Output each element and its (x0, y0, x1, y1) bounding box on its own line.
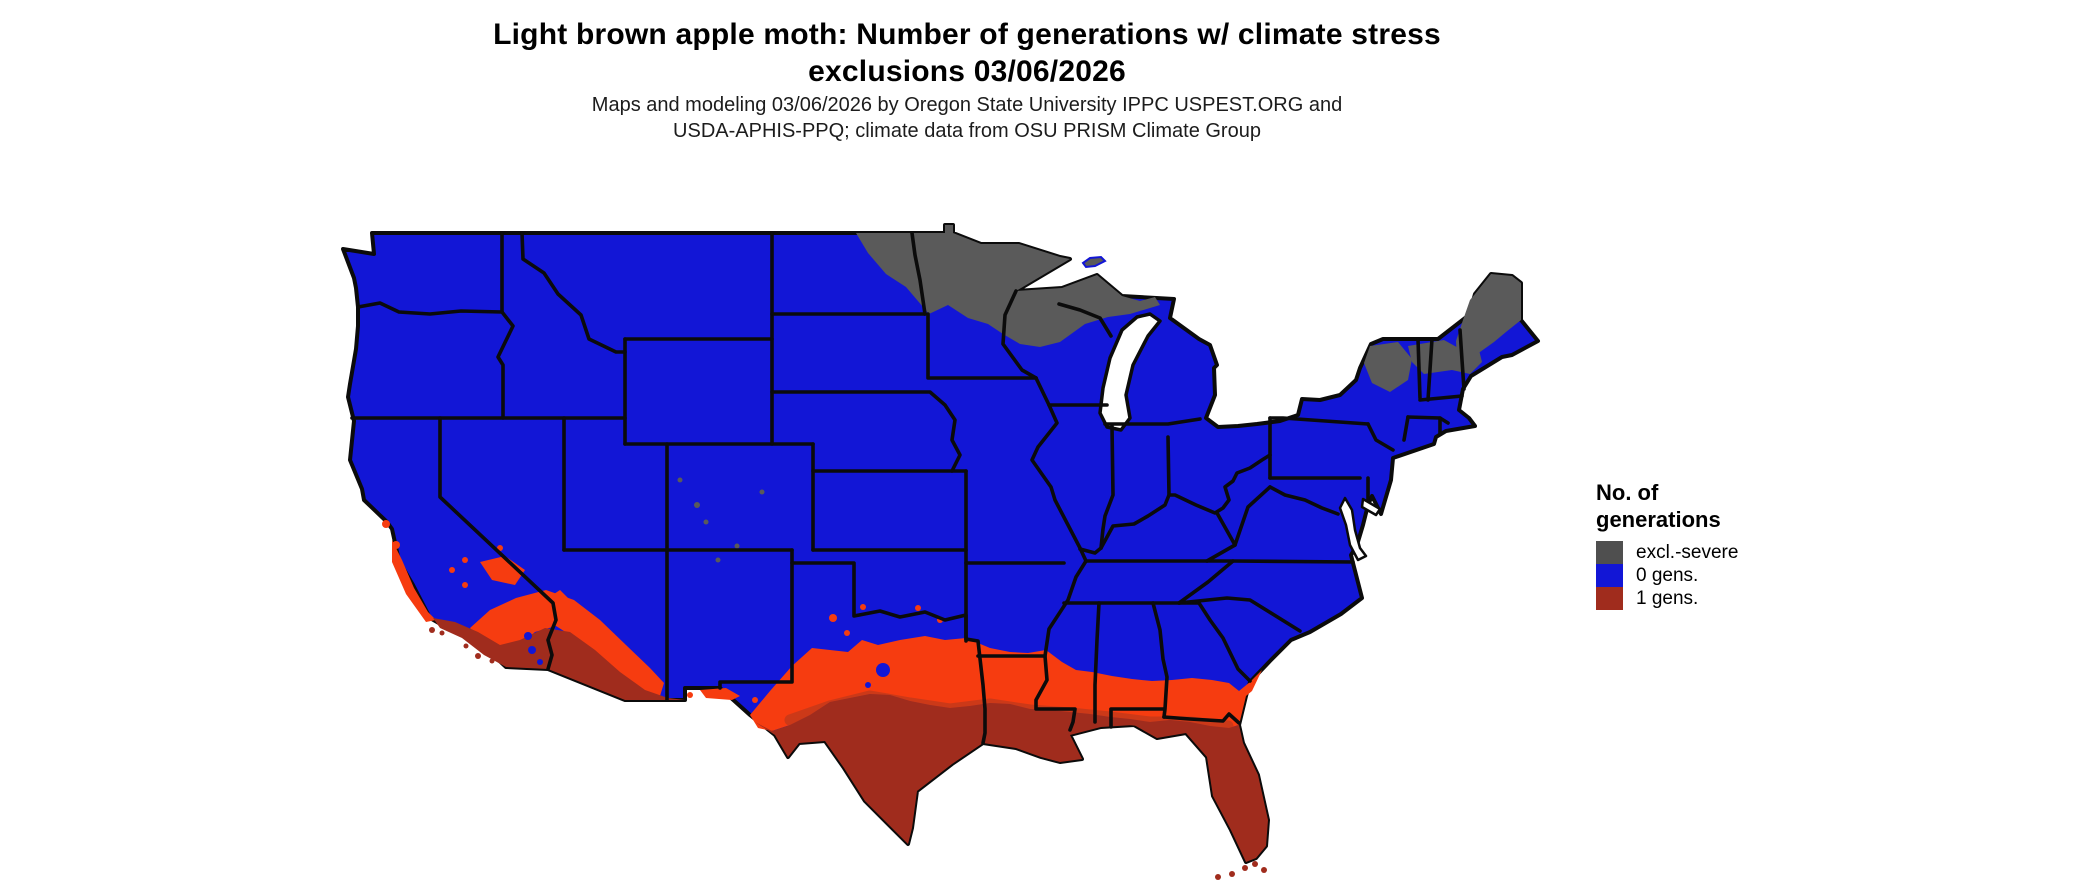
speck-red-island (1215, 874, 1221, 880)
state-border (1418, 394, 1464, 402)
map-legend: No. of generations excl.-severe 0 gens. … (1596, 479, 1896, 610)
state-border (1103, 417, 1202, 426)
speck-gray (715, 557, 721, 563)
speck-blue (876, 663, 890, 677)
state-border (1001, 289, 1038, 380)
title-line-1: Light brown apple moth: Number of genera… (493, 18, 1441, 51)
legend-row-excl-severe: excl.-severe (1596, 541, 1896, 564)
speck-orange (462, 557, 468, 563)
state-border (496, 310, 515, 420)
state-border (1034, 559, 1088, 732)
state-border (1426, 337, 1434, 402)
legend-row-0-gens: 0 gens. (1596, 564, 1896, 587)
legend-title-line-2: generations (1596, 507, 1721, 532)
state-border (1084, 559, 1355, 564)
legend-label-excl-severe: excl.-severe (1636, 541, 1739, 563)
state-border (1177, 559, 1235, 605)
legend-title-line-1: No. of (1596, 480, 1659, 505)
speck-gray (703, 519, 709, 525)
map-credit-subtitle: Maps and modeling 03/06/2026 by Oregon S… (17, 92, 1917, 144)
state-border (1458, 328, 1466, 391)
coastal-bay (1360, 497, 1382, 517)
speck-red-island (463, 643, 469, 649)
state-border (1030, 376, 1088, 563)
state-border (438, 416, 558, 671)
lake-michigan (1098, 312, 1162, 432)
page-title: Light brown apple moth: Number of genera… (17, 16, 1917, 90)
region-transition-orange (545, 590, 572, 618)
region-excl-severe (1364, 342, 1412, 392)
speck-gray (694, 502, 700, 508)
state-border (1093, 601, 1101, 724)
speck-red-island (1242, 865, 1248, 871)
speck-orange (449, 567, 455, 573)
region-transition-orange (480, 556, 525, 585)
state-border (1099, 424, 1115, 550)
speck-red-island (489, 658, 495, 664)
legend-items: excl.-severe 0 gens. 1 gens. (1596, 541, 1896, 610)
legend-swatch-1-gens (1596, 587, 1623, 610)
state-border (790, 548, 968, 641)
state-border (910, 231, 927, 316)
state-border (1162, 712, 1241, 725)
speck-orange (392, 541, 400, 549)
state-border (1197, 601, 1252, 683)
speck-blue (528, 646, 536, 654)
speck-red-island (1252, 861, 1258, 867)
speck-blue (537, 659, 543, 665)
state-border (926, 312, 1038, 380)
speck-red-island (1229, 871, 1235, 877)
speck-orange (860, 604, 866, 610)
legend-label-0-gens: 0 gens. (1636, 564, 1699, 586)
state-border (1078, 453, 1272, 555)
speck-orange (752, 697, 758, 703)
state-border (1177, 596, 1302, 633)
region-1-gens (755, 694, 1268, 862)
isle-royale (1081, 255, 1107, 269)
legend-swatch-0-gens (1596, 564, 1623, 587)
state-border (1268, 485, 1340, 516)
state-border (1205, 485, 1272, 563)
speck-gray (759, 489, 765, 495)
speck-orange (462, 582, 468, 588)
legend-label-1-gens: 1 gens. (1636, 587, 1699, 609)
state-border (1109, 707, 1166, 729)
speck-red-island (475, 653, 481, 659)
speck-gray (734, 543, 740, 549)
speck-gray (677, 477, 683, 483)
state-border (1057, 302, 1113, 338)
speck-blue (524, 632, 532, 640)
region-transition-orange (392, 540, 436, 622)
state-border (1402, 415, 1410, 442)
state-border (770, 390, 962, 473)
state-border (356, 301, 504, 316)
speck-red-island (1261, 867, 1267, 873)
region-1-gens (433, 618, 685, 700)
legend-swatch-excl-severe (1596, 541, 1623, 564)
state-border (1166, 435, 1171, 497)
speck-orange (915, 605, 921, 611)
region-transition-orange (700, 688, 740, 700)
legend-row-1-gens: 1 gens. (1596, 587, 1896, 610)
region-excl-severe (856, 225, 1160, 347)
speck-orange (844, 630, 850, 636)
state-border (1416, 337, 1422, 400)
speck-blue (865, 682, 871, 688)
state-border (718, 561, 794, 690)
state-border (1366, 422, 1395, 452)
speck-red-island (429, 627, 435, 633)
speck-orange (829, 614, 837, 622)
subtitle-line-1: Maps and modeling 03/06/2026 by Oregon S… (591, 94, 1343, 116)
state-border (1215, 511, 1237, 547)
state-border (1268, 416, 1370, 426)
subtitle-line-2: USDA-APHIS-PPQ; climate data from OSU PR… (673, 120, 1261, 142)
speck-orange (382, 520, 390, 528)
state-border (520, 231, 627, 354)
title-line-2: exclusions 03/06/2026 (808, 55, 1126, 88)
coastal-bay (1338, 496, 1368, 562)
state-border (964, 637, 987, 745)
speck-red-island (439, 630, 445, 636)
speck-orange (687, 692, 693, 698)
